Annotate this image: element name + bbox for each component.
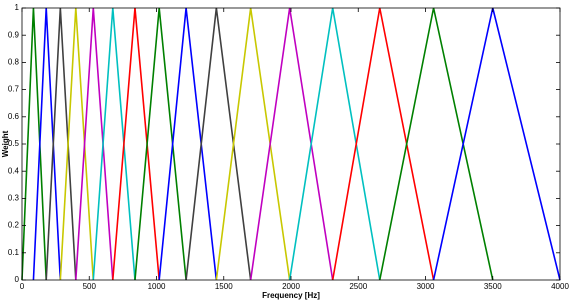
y-tick-label: 0.5 [8,139,20,148]
y-tick-label: 0 [15,275,20,284]
filter-line [288,7,381,281]
x-axis-label: Frequency [Hz] [262,291,320,300]
y-tick-label: 0.8 [8,58,20,67]
y-tick-label: 0.1 [8,248,20,257]
x-tick-label: 2000 [282,282,300,291]
filter-line [92,7,136,281]
filter-line [45,7,77,281]
y-tick-label: 0.9 [8,30,20,39]
filter-line [331,7,435,281]
y-axis-label: Weight [1,130,10,157]
filter-line [32,7,62,281]
filter-line [185,7,252,281]
x-tick-label: 1000 [148,282,166,291]
x-tick-label: 2500 [349,282,367,291]
filter-line [111,7,160,281]
x-tick-label: 3000 [417,282,435,291]
y-tick-label: 0.2 [8,221,20,230]
filter-line [249,7,334,281]
x-tick-label: 3500 [484,282,502,291]
filter-line [134,7,187,281]
filter-line [378,7,494,281]
y-tick-label: 0.6 [8,112,20,121]
filter-line [59,7,95,281]
x-tick-label: 4000 [551,282,569,291]
y-tick-label: 1 [15,3,20,12]
filter-line [432,7,561,281]
filter-line [158,7,218,281]
y-tick-label: 0.3 [8,194,20,203]
y-tick-label: 0.4 [8,166,20,175]
x-tick-label: 500 [83,282,97,291]
y-tick-label: 0.7 [8,85,20,94]
x-tick-label: 0 [20,282,25,291]
x-tick-label: 1500 [215,282,233,291]
filter-line [75,7,114,281]
filter-line [215,7,291,281]
